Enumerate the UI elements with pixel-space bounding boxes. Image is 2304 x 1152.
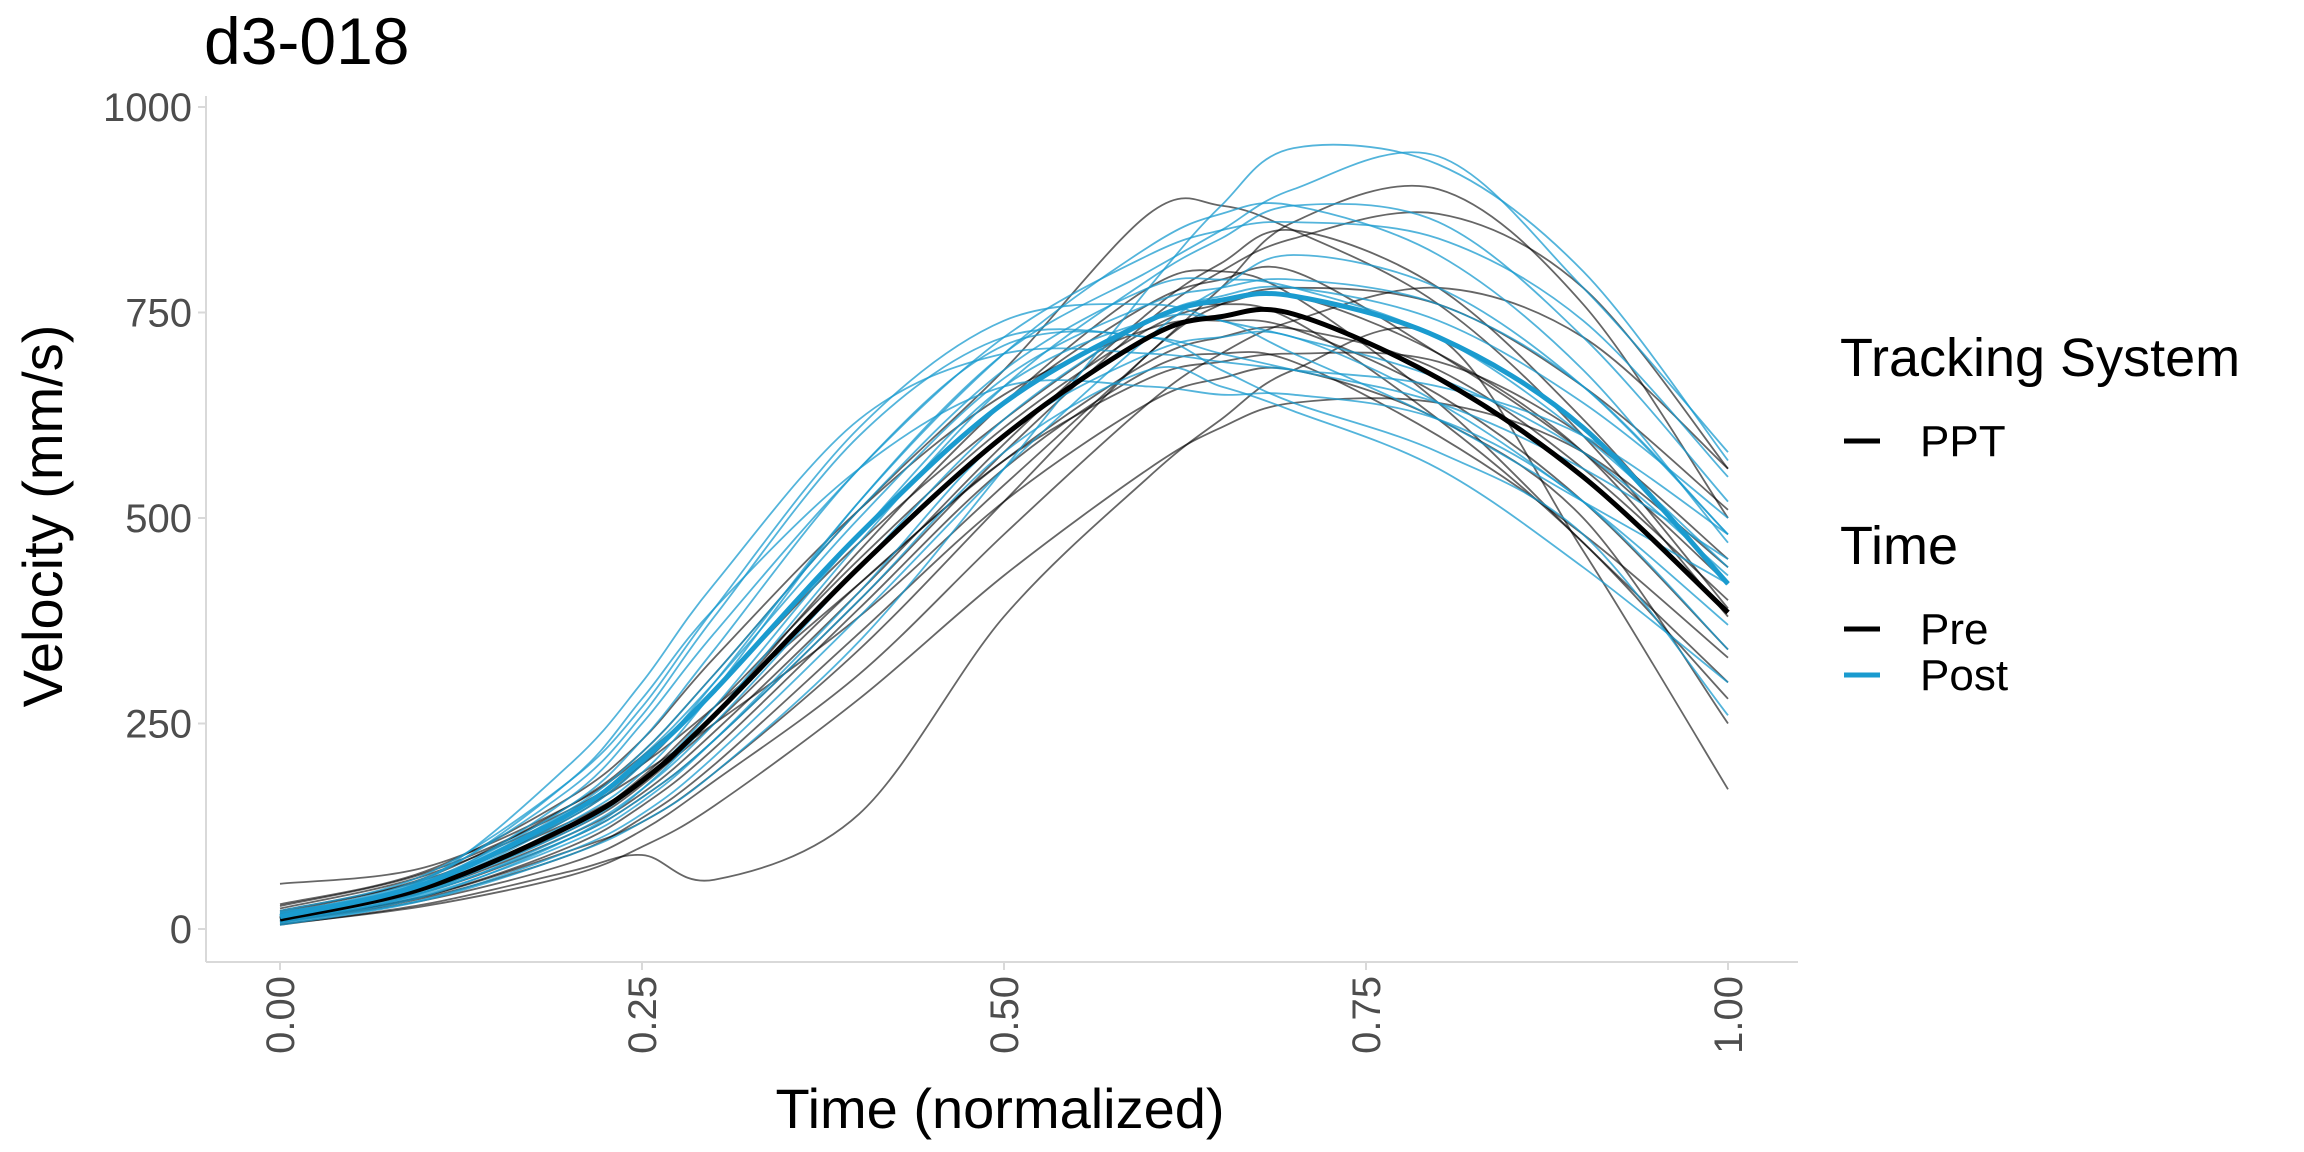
trial-line-post-20 (279, 202, 1729, 924)
trial-line-post-19 (279, 151, 1729, 922)
trial-line-post-30 (279, 365, 1729, 920)
trial-line-post-24 (279, 143, 1729, 926)
x-axis-title: Time (normalized) (775, 1077, 1224, 1140)
y-tick-label: 500 (125, 497, 192, 541)
y-tick-label: 1000 (103, 86, 192, 130)
legend-label-pre: Pre (1920, 605, 1988, 654)
trial-line-pre-3 (279, 326, 1729, 914)
trial-line-pre-2 (279, 286, 1729, 922)
trial-line-post-23 (279, 328, 1729, 916)
trial-line-pre-9 (279, 269, 1729, 920)
legend-label-post: Post (1920, 651, 2008, 700)
plot-panel (205, 96, 1798, 963)
trial-line-pre-15 (279, 228, 1729, 919)
trial-line-post-31 (279, 379, 1729, 914)
trial-line-pre-4 (279, 326, 1729, 926)
y-tick-label: 750 (125, 292, 192, 336)
legend-title: Time (1840, 516, 1958, 576)
y-tick-label: 250 (125, 703, 192, 747)
trial-line-pre-6 (279, 211, 1729, 918)
chart-title: d3-018 (204, 4, 410, 78)
y-axis: 0 250 500 750 1000 (103, 86, 206, 952)
x-tick-label: 0.25 (621, 976, 665, 1054)
x-tick-label: 0.00 (259, 976, 303, 1054)
legend-title: Tracking System (1840, 328, 2240, 388)
trial-line-post-21 (279, 220, 1729, 918)
trial-line-pre-8 (279, 184, 1729, 910)
y-axis-title: Velocity (mm/s) (11, 325, 74, 708)
trial-line-post-26 (279, 202, 1729, 922)
y-tick-label: 0 (170, 908, 192, 952)
trial-line-post-33 (279, 254, 1729, 925)
trial-line-post-29 (279, 330, 1729, 917)
mean-line-post (279, 290, 1730, 920)
mean-line-pre (279, 306, 1730, 922)
x-tick-label: 0.75 (1345, 976, 1389, 1054)
trial-line-pre-11 (279, 397, 1729, 925)
x-axis: 0.00 0.25 0.50 0.75 1.00 (259, 962, 1751, 1054)
trial-line-pre-7 (279, 286, 1729, 924)
trial-lines (279, 143, 1729, 926)
legend-label-ppt: PPT (1920, 417, 2006, 466)
mean-lines (279, 290, 1730, 922)
trial-line-post-32 (279, 285, 1729, 921)
x-tick-label: 0.50 (983, 976, 1027, 1054)
x-tick-label: 1.00 (1707, 976, 1751, 1054)
trial-line-pre-5 (279, 319, 1729, 906)
